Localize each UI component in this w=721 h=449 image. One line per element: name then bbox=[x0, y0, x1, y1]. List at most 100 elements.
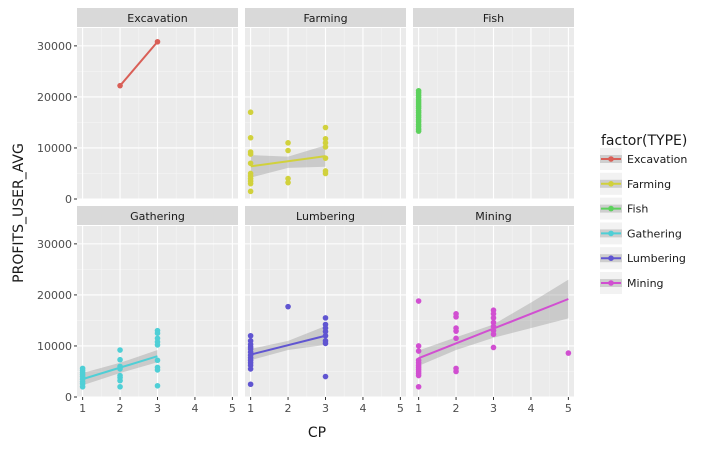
facet-strip bbox=[245, 206, 406, 225]
y-tick-label: 20000 bbox=[37, 289, 72, 302]
data-point bbox=[154, 357, 161, 364]
legend-item-excavation: Excavation bbox=[600, 148, 687, 170]
x-tick-label: 2 bbox=[285, 402, 292, 415]
data-point bbox=[322, 135, 329, 142]
data-point bbox=[322, 340, 329, 347]
legend-item-farming: Farming bbox=[600, 172, 671, 195]
confidence-band bbox=[250, 326, 326, 361]
data-point bbox=[322, 140, 329, 146]
data-point bbox=[415, 298, 422, 304]
legend-key-point bbox=[608, 156, 614, 162]
data-point bbox=[154, 38, 161, 45]
x-tick-label: 5 bbox=[229, 402, 236, 415]
data-point bbox=[117, 366, 123, 372]
data-point bbox=[322, 155, 329, 161]
facet-panel-gathering: Gathering 0 10000 20000 30000 1 2 3 4 5 bbox=[37, 206, 238, 415]
y-axis-title: PROFITS_USER_AVG bbox=[11, 143, 27, 283]
legend-key-point bbox=[608, 205, 614, 212]
fit-line bbox=[250, 334, 326, 356]
data-point bbox=[79, 383, 86, 390]
x-tick-label: 2 bbox=[117, 402, 124, 415]
data-point bbox=[247, 134, 254, 141]
legend-item-fish: Fish bbox=[600, 197, 648, 220]
data-point bbox=[247, 160, 254, 167]
y-tick-label: 20000 bbox=[37, 91, 72, 104]
legend-label: Gathering bbox=[627, 227, 682, 240]
legend-key-point bbox=[608, 230, 614, 237]
legend-item-lumbering: Lumbering bbox=[600, 247, 686, 270]
data-point bbox=[247, 188, 254, 195]
data-point bbox=[154, 342, 161, 348]
facet-strip bbox=[77, 8, 238, 27]
data-point bbox=[322, 170, 329, 177]
facet-strip-label: Farming bbox=[303, 12, 347, 25]
facet-panel-farming: Farming bbox=[245, 8, 406, 200]
data-point bbox=[285, 179, 291, 186]
x-axis-title: CP bbox=[308, 425, 326, 441]
legend: factor(TYPE) Excavation Farming Fish Gatheri… bbox=[600, 133, 687, 294]
data-point bbox=[322, 144, 329, 150]
facet-panel-mining: Mining 1 2 3 4 5 bbox=[413, 206, 574, 415]
data-point bbox=[285, 303, 291, 310]
y-tick-label: 30000 bbox=[37, 238, 72, 251]
data-point bbox=[453, 314, 459, 320]
data-point bbox=[453, 335, 459, 342]
x-tick-label: 3 bbox=[154, 402, 161, 415]
facet-strip-label: Excavation bbox=[127, 12, 187, 25]
legend-item-mining: Mining bbox=[600, 272, 664, 294]
x-tick-label: 1 bbox=[247, 402, 254, 415]
legend-label: Fish bbox=[627, 203, 648, 216]
x-tick-label: 3 bbox=[322, 402, 329, 415]
data-point bbox=[322, 332, 329, 339]
data-point bbox=[154, 330, 161, 336]
x-tick-label: 4 bbox=[191, 402, 198, 415]
legend-label: Mining bbox=[627, 277, 664, 290]
y-tick-label: 10000 bbox=[37, 142, 72, 155]
facet-strip-label: Gathering bbox=[130, 210, 185, 223]
data-point bbox=[117, 82, 123, 89]
data-point bbox=[415, 343, 422, 349]
x-tick-label: 2 bbox=[453, 402, 460, 415]
data-point bbox=[322, 315, 329, 321]
data-point bbox=[154, 382, 161, 389]
x-tick-label: 3 bbox=[490, 402, 497, 415]
facet-strip bbox=[413, 8, 574, 27]
data-point bbox=[453, 328, 459, 334]
data-point bbox=[117, 347, 123, 353]
facet-strip-label: Mining bbox=[475, 210, 512, 223]
x-tick-label: 1 bbox=[79, 402, 86, 415]
data-point bbox=[453, 368, 459, 375]
x-tick-label: 4 bbox=[527, 402, 534, 415]
data-point bbox=[247, 381, 254, 388]
data-point bbox=[415, 372, 422, 379]
data-point bbox=[117, 356, 123, 363]
data-point bbox=[490, 323, 497, 330]
facet-panel-excavation: Excavation 0 10000 20000 30000 bbox=[37, 8, 238, 206]
data-point bbox=[285, 175, 291, 182]
x-tick-label: 1 bbox=[415, 402, 422, 415]
data-point bbox=[154, 367, 161, 373]
y-tick-label: 0 bbox=[65, 193, 72, 206]
data-point bbox=[117, 377, 123, 384]
x-tick-label: 5 bbox=[565, 402, 572, 415]
legend-label: Excavation bbox=[627, 153, 687, 166]
data-point bbox=[247, 151, 254, 157]
legend-key-point bbox=[608, 280, 614, 286]
legend-label: Lumbering bbox=[627, 252, 686, 265]
data-point bbox=[322, 328, 329, 335]
facet-strip bbox=[77, 206, 238, 225]
data-point bbox=[247, 332, 254, 339]
legend-key-point bbox=[608, 255, 614, 261]
data-point bbox=[490, 315, 497, 321]
data-point bbox=[322, 124, 329, 131]
facet-strip bbox=[245, 8, 406, 27]
x-tick-label: 4 bbox=[359, 402, 366, 415]
y-tick-label: 10000 bbox=[37, 340, 72, 353]
legend-label: Farming bbox=[627, 178, 671, 191]
data-point bbox=[415, 128, 422, 134]
y-tick-label: 30000 bbox=[37, 40, 72, 53]
data-point bbox=[490, 310, 497, 317]
legend-title: factor(TYPE) bbox=[601, 133, 687, 149]
data-point bbox=[490, 344, 497, 351]
